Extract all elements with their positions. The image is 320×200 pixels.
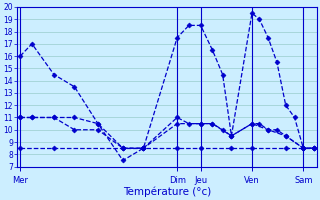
X-axis label: Température (°c): Température (°c) (123, 186, 211, 197)
